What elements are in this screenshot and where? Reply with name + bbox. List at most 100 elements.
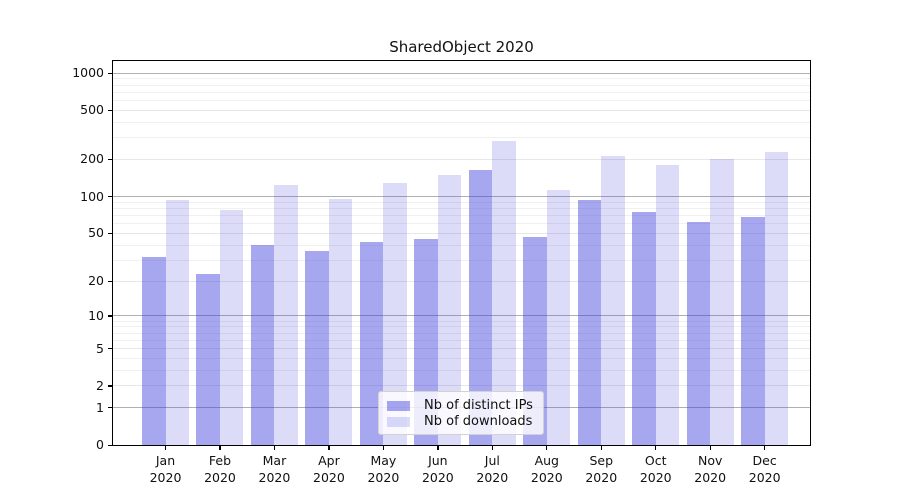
gridline-30 bbox=[113, 259, 810, 261]
x-tick-mark-mar bbox=[273, 446, 276, 450]
plot-area bbox=[112, 60, 811, 446]
y-tick-mark-10 bbox=[108, 315, 112, 317]
bar-oct-downloads bbox=[655, 165, 680, 445]
gridline-800 bbox=[113, 84, 810, 86]
legend-item-distinct-ips: Nb of distinct IPs bbox=[387, 398, 535, 413]
gridline-9 bbox=[113, 320, 810, 322]
x-tick-label-jan: Jan 2020 bbox=[149, 453, 182, 485]
bar-feb-distinct-ips bbox=[196, 273, 220, 445]
y-tick-label-500: 500 bbox=[80, 102, 104, 118]
x-tick-mark-apr bbox=[328, 446, 330, 450]
x-tick-mark-nov bbox=[709, 446, 711, 450]
x-tick-label-mar: Mar 2020 bbox=[258, 453, 291, 485]
gridline-100 bbox=[113, 196, 810, 197]
bar-sep-downloads bbox=[601, 155, 625, 445]
gridline-20 bbox=[113, 280, 810, 282]
gridline-300 bbox=[113, 137, 810, 139]
bar-may-downloads bbox=[383, 183, 407, 445]
y-tick-label-1000: 1000 bbox=[72, 65, 104, 80]
gridline-400 bbox=[113, 121, 810, 123]
bar-jan-downloads bbox=[165, 200, 189, 445]
x-tick-mark-dec bbox=[764, 446, 766, 450]
bar-jul-downloads bbox=[492, 141, 516, 445]
y-tick-mark-5 bbox=[108, 348, 112, 350]
gridline-900 bbox=[113, 78, 810, 80]
x-tick-mark-jan bbox=[165, 446, 167, 450]
gridline-600 bbox=[113, 99, 810, 101]
gridline-8 bbox=[113, 326, 810, 328]
y-tick-mark-0 bbox=[108, 444, 112, 446]
x-tick-mark-aug bbox=[546, 446, 548, 450]
x-tick-mark-feb bbox=[219, 446, 221, 450]
gridline-6 bbox=[113, 339, 810, 341]
bar-dec-downloads bbox=[764, 151, 789, 445]
legend-label-downloads: Nb of downloads bbox=[424, 414, 533, 429]
x-tick-mark-jun bbox=[437, 446, 439, 450]
bar-feb-downloads bbox=[219, 209, 244, 445]
x-tick-label-may: May 2020 bbox=[367, 453, 400, 485]
gridline-40 bbox=[113, 244, 810, 246]
gridline-3 bbox=[113, 369, 810, 371]
y-tick-label-0: 0 bbox=[96, 437, 104, 452]
bar-jan-distinct-ips bbox=[142, 256, 166, 445]
gridline-50 bbox=[113, 232, 810, 234]
x-tick-label-jun: Jun 2020 bbox=[421, 453, 454, 485]
bar-jul-distinct-ips bbox=[468, 169, 493, 445]
x-tick-mark-jul bbox=[491, 446, 493, 450]
y-tick-label-200: 200 bbox=[80, 151, 104, 167]
legend-swatch-downloads bbox=[387, 416, 410, 427]
bar-nov-downloads bbox=[710, 159, 734, 445]
gridline-2 bbox=[113, 385, 810, 387]
x-tick-label-apr: Apr 2020 bbox=[313, 453, 345, 485]
gridline-10 bbox=[113, 315, 810, 317]
x-tick-label-oct: Oct 2020 bbox=[639, 453, 672, 485]
y-tick-mark-1000 bbox=[108, 72, 112, 74]
gridline-1000 bbox=[113, 72, 810, 74]
gridline-80 bbox=[113, 207, 810, 209]
bar-may-distinct-ips bbox=[359, 242, 384, 445]
bar-oct-distinct-ips bbox=[632, 211, 656, 445]
y-tick-label-2: 2 bbox=[96, 377, 104, 393]
legend-item-downloads: Nb of downloads bbox=[387, 414, 535, 429]
bar-mar-distinct-ips bbox=[250, 245, 275, 445]
bar-nov-distinct-ips bbox=[686, 221, 711, 445]
x-tick-mark-sep bbox=[600, 446, 602, 450]
bar-apr-distinct-ips bbox=[305, 250, 329, 445]
x-tick-label-jul: Jul 2020 bbox=[476, 453, 509, 485]
y-tick-label-50: 50 bbox=[88, 225, 104, 241]
bar-mar-downloads bbox=[274, 185, 298, 445]
y-tick-mark-100 bbox=[108, 196, 112, 198]
y-tick-mark-2 bbox=[108, 385, 112, 387]
x-tick-mark-oct bbox=[655, 446, 657, 450]
y-tick-label-1: 1 bbox=[96, 399, 104, 415]
gridline-4 bbox=[113, 357, 810, 359]
gridline-200 bbox=[113, 158, 810, 160]
y-tick-mark-20 bbox=[108, 280, 112, 282]
gridline-60 bbox=[113, 223, 810, 225]
gridline-90 bbox=[113, 201, 810, 203]
bar-sep-distinct-ips bbox=[577, 200, 602, 445]
bar-jun-downloads bbox=[437, 174, 462, 445]
y-tick-mark-50 bbox=[108, 232, 112, 234]
gridline-5 bbox=[113, 348, 810, 350]
legend: Nb of distinct IPs Nb of downloads bbox=[378, 391, 544, 435]
x-tick-label-feb: Feb 2020 bbox=[204, 453, 236, 485]
y-tick-label-10: 10 bbox=[88, 307, 104, 323]
x-tick-label-dec: Dec 2020 bbox=[748, 453, 781, 485]
y-tick-mark-500 bbox=[108, 109, 112, 111]
legend-label-distinct-ips: Nb of distinct IPs bbox=[424, 398, 533, 413]
x-tick-label-sep: Sep 2020 bbox=[585, 453, 618, 485]
y-tick-label-20: 20 bbox=[88, 273, 104, 289]
y-tick-label-5: 5 bbox=[96, 340, 104, 356]
legend-swatch-distinct-ips bbox=[387, 400, 410, 411]
bar-apr-downloads bbox=[328, 198, 353, 445]
grid-layer bbox=[113, 61, 810, 445]
x-tick-mark-may bbox=[382, 446, 385, 450]
bar-layer bbox=[113, 61, 810, 445]
y-tick-label-100: 100 bbox=[80, 188, 104, 204]
x-tick-label-nov: Nov 2020 bbox=[694, 453, 727, 485]
gridline-7 bbox=[113, 332, 810, 334]
gridline-700 bbox=[113, 91, 810, 93]
y-tick-mark-200 bbox=[108, 158, 112, 161]
